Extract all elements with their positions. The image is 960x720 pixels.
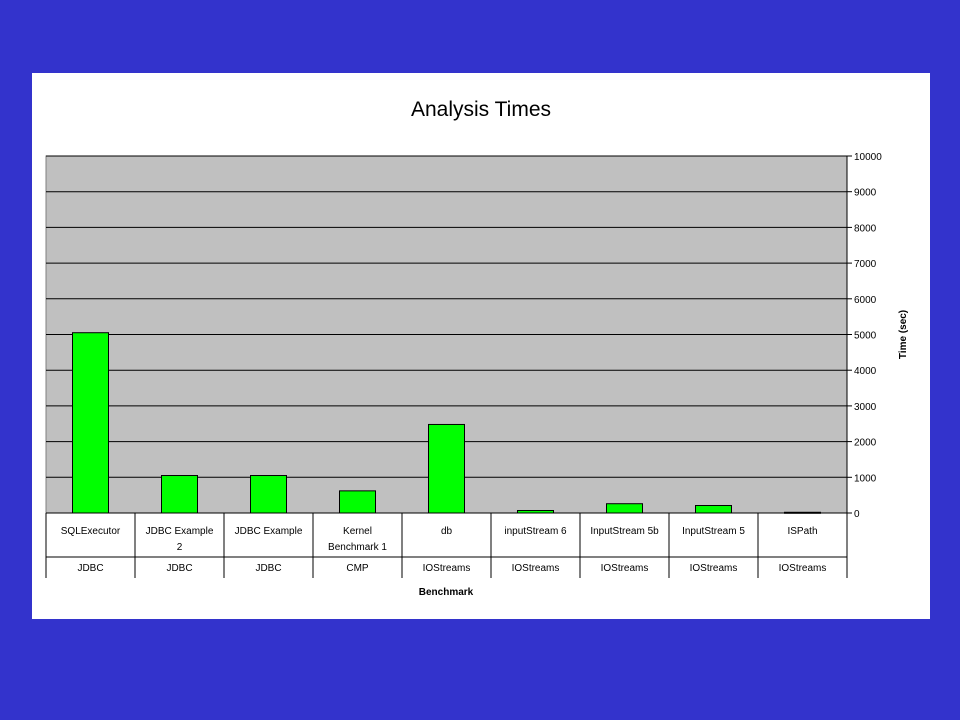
y-tick-label: 5000 [854, 331, 877, 342]
category-label: db [441, 526, 453, 537]
category-label: SQLExecutor [61, 526, 121, 537]
category-label: ISPath [787, 526, 817, 537]
category-label: JDBC Example [235, 526, 303, 537]
group-label: IOStreams [601, 563, 649, 574]
y-axis-title: Time (sec) [898, 310, 909, 359]
chart-title: Analysis Times [411, 98, 551, 121]
y-tick-label: 1000 [854, 473, 877, 484]
y-tick-label: 9000 [854, 188, 877, 199]
category-label: 2 [177, 542, 183, 553]
group-label: IOStreams [423, 563, 471, 574]
category-table: SQLExecutor JDBC Example 2 JDBC Example Kern… [45, 512, 848, 578]
analysis-times-chart: Analysis Times 0 1000 2000 3000 4000 5000 6000… [45, 98, 909, 598]
bar [428, 423, 465, 514]
group-label: IOStreams [512, 563, 560, 574]
x-axis-title: Benchmark [419, 587, 474, 598]
category-label: Benchmark 1 [328, 542, 387, 553]
group-label: IOStreams [690, 563, 738, 574]
y-tick-label: 10000 [854, 152, 882, 163]
y-tick-label: 2000 [854, 438, 877, 449]
slide-panel: Analysis Times 0 1000 2000 3000 4000 5000 6000… [32, 73, 930, 619]
y-tick-label: 3000 [854, 402, 877, 413]
y-tick-label: 4000 [854, 366, 877, 377]
category-label: Kernel [343, 526, 372, 537]
bar [606, 503, 643, 514]
group-label: CMP [346, 563, 369, 574]
group-label: JDBC [166, 563, 192, 574]
group-label: IOStreams [779, 563, 827, 574]
category-label: inputStream 6 [504, 526, 567, 537]
bar [161, 475, 198, 514]
bar [695, 505, 732, 514]
y-tick-label: 0 [854, 509, 860, 520]
y-tick-label: 6000 [854, 295, 877, 306]
bar [250, 475, 287, 514]
y-tick-label: 7000 [854, 259, 877, 270]
group-label: JDBC [255, 563, 281, 574]
category-label: InputStream 5 [682, 526, 745, 537]
y-axis-ticks: 0 1000 2000 3000 4000 5000 6000 7000 8000 9000 100… [846, 152, 882, 520]
category-label: InputStream 5b [590, 526, 659, 537]
bars [72, 332, 821, 514]
bar [339, 490, 376, 514]
category-label: JDBC Example [146, 526, 214, 537]
bar [72, 332, 109, 514]
group-label: JDBC [77, 563, 103, 574]
y-tick-label: 8000 [854, 223, 877, 234]
